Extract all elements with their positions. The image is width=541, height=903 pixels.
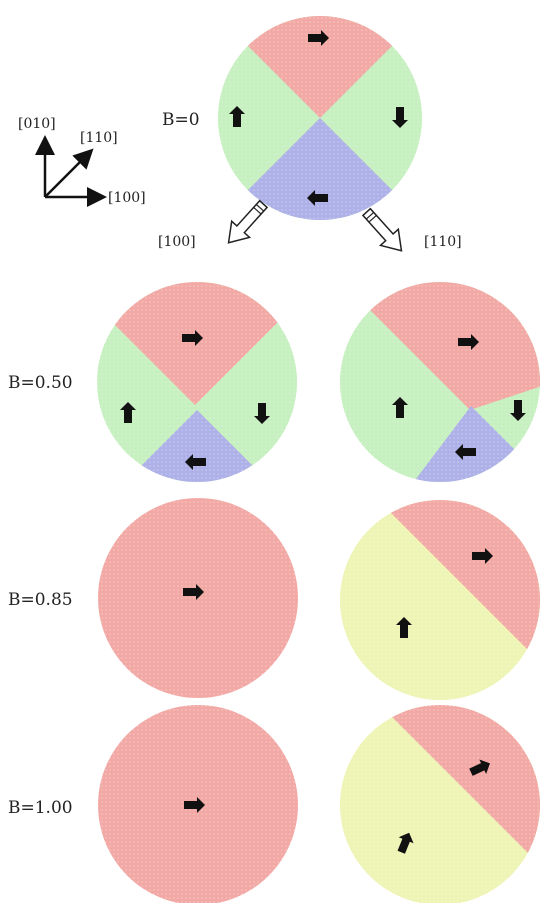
domain-circle-b085-110 [340,500,540,700]
axis-110-label: [110] [80,130,118,146]
row-label-b100: B=1.00 [8,798,73,818]
axis-100-label: [100] [108,190,146,206]
row-label-b050: B=0.50 [8,373,73,393]
domain-circle-b100-100 [98,705,298,903]
arrow-right-icon [308,30,329,46]
branch-label-100: [100] [158,234,196,250]
branch-arrow-right [361,207,403,252]
domain-circle-b100-110 [340,705,540,903]
domain-circle-b085-100 [98,498,298,698]
arrow-right-icon [183,584,204,600]
domain-circle-b0 [218,16,422,220]
arrow-up-icon [229,106,245,127]
arrow-up-icon [392,397,408,418]
arrow-tilted-right-icon [469,759,490,776]
arrow-up-icon [396,617,412,638]
arrow-right-icon [472,548,493,564]
arrow-down-icon [392,107,408,128]
arrow-left-icon [307,190,328,206]
arrow-down-icon [254,403,270,424]
arrow-right-icon [458,334,479,350]
arrow-down-icon [510,400,526,421]
axis-010-label: [010] [18,116,56,132]
row-label-b0: B=0 [162,110,200,130]
domain-circle-b050-110 [340,282,540,482]
arrow-right-icon [184,797,205,813]
crystal-axes: [010] [110] [100] [18,116,146,207]
branch-label-110: [110] [424,234,462,250]
branch-arrow-left [227,199,269,244]
arrow-right-icon [182,330,203,346]
arrow-up-icon [120,402,136,423]
arrow-left-icon [455,444,476,460]
domain-circle-b050-100 [97,282,297,482]
row-label-b085: B=0.85 [8,590,73,610]
arrow-tilted-up-icon [397,832,414,854]
axis-110-arrow [44,148,94,198]
arrow-left-icon [185,454,206,470]
